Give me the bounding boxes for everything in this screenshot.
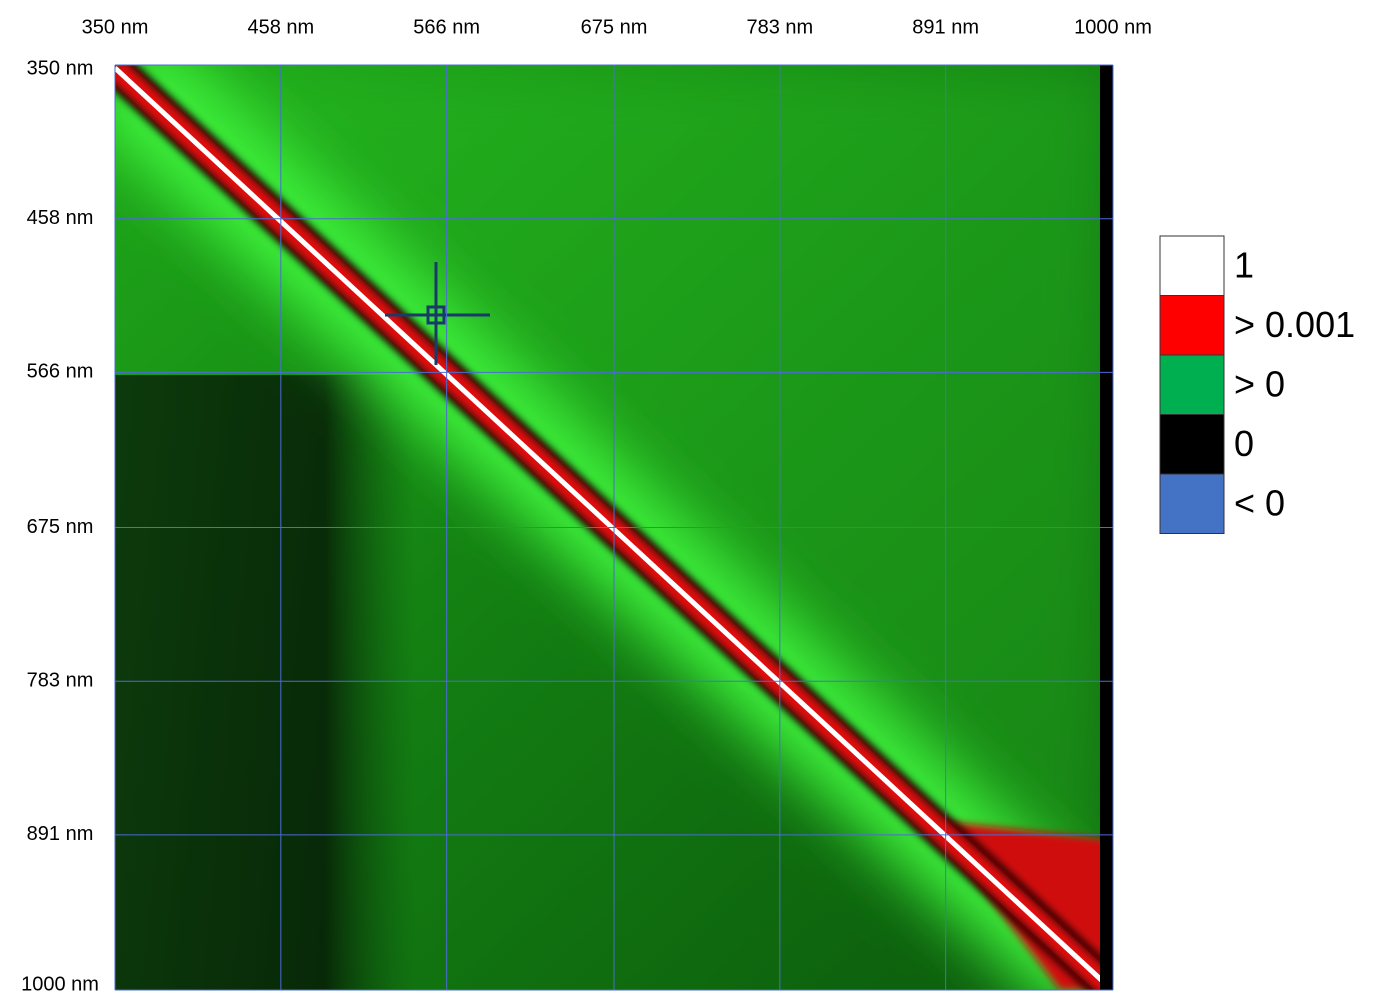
- legend-swatch: [1159, 414, 1225, 475]
- legend-label: 1: [1234, 244, 1254, 285]
- x-tick-label: 566 nm: [413, 16, 480, 38]
- y-tick-label: 566 nm: [27, 361, 94, 383]
- y-tick-label: 891 nm: [27, 823, 94, 845]
- legend-swatch: [1159, 295, 1225, 356]
- legend-label: > 0.001: [1234, 304, 1355, 345]
- y-tick-label: 350 nm: [27, 57, 94, 79]
- y-tick-label: 458 nm: [27, 207, 94, 229]
- x-tick-label: 458 nm: [247, 16, 314, 38]
- legend-label: > 0: [1234, 363, 1285, 404]
- x-tick-label: 783 nm: [746, 16, 813, 38]
- legend-label: < 0: [1234, 482, 1285, 523]
- x-tick-label: 1000 nm: [1074, 16, 1152, 38]
- y-tick-label: 1000 nm: [21, 973, 99, 995]
- y-tick-label: 783 nm: [27, 669, 94, 691]
- legend-label: 0: [1234, 423, 1254, 464]
- x-tick-label: 350 nm: [82, 16, 149, 38]
- x-tick-label: 891 nm: [912, 16, 979, 38]
- legend-swatch: [1159, 473, 1225, 534]
- x-tick-label: 675 nm: [581, 16, 648, 38]
- cursor: [385, 262, 490, 365]
- legend-swatch: [1159, 235, 1225, 296]
- y-tick-label: 675 nm: [27, 516, 94, 538]
- legend-swatch: [1159, 354, 1225, 415]
